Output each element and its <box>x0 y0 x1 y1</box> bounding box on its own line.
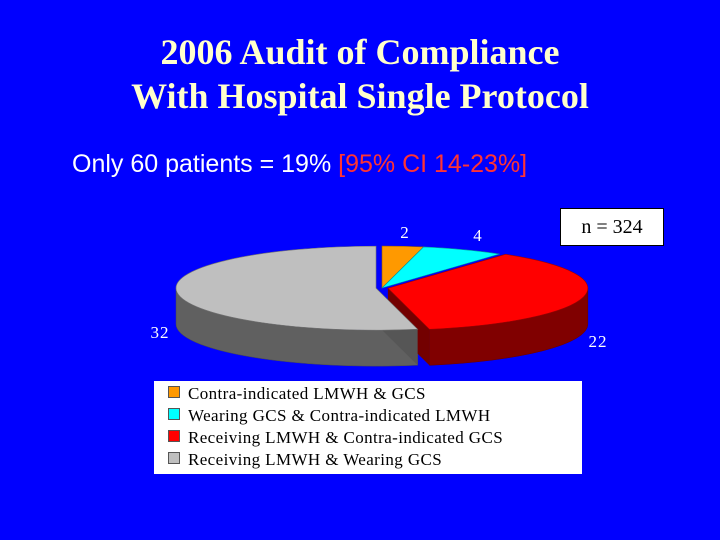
legend-item-receiving-lmwh-contra-gcs: Receiving LMWH & Contra-indicated GCS <box>168 429 503 447</box>
title-line-1: 2006 Audit of Compliance <box>160 32 560 72</box>
sample-size-box: n = 324 <box>560 208 664 246</box>
legend-item-wearing-gcs-contra-lmwh: Wearing GCS & Contra-indicated LMWH <box>168 407 491 425</box>
data-label-receiving-lmwh-wearing-gcs: 32 <box>151 323 170 342</box>
data-label-contra-lmwh-gcs: 2 <box>400 223 410 242</box>
subtitle: Only 60 patients = 19% [95% CI 14-23%] <box>72 148 712 180</box>
legend-item-receiving-lmwh-wearing-gcs: Receiving LMWH & Wearing GCS <box>168 451 442 469</box>
title-line-2: With Hospital Single Protocol <box>131 76 589 116</box>
slide-title: 2006 Audit of Compliance With Hospital S… <box>0 30 720 118</box>
pie-slice-wearing-gcs-contra-lmwh <box>381 246 500 289</box>
data-label-wearing-gcs-contra-lmwh: 4 <box>473 226 483 245</box>
subtitle-ci: [95% CI 14-23%] <box>338 150 528 178</box>
legend-swatch-receiving-lmwh-wearing-gcs <box>168 452 180 464</box>
legend-label-wearing-gcs-contra-lmwh: Wearing GCS & Contra-indicated LMWH <box>188 406 491 425</box>
legend-swatch-contra-lmwh-gcs <box>168 386 180 398</box>
legend-item-contra-lmwh-gcs: Contra-indicated LMWH & GCS <box>168 385 426 403</box>
legend-label-contra-lmwh-gcs: Contra-indicated LMWH & GCS <box>188 384 426 403</box>
legend-label-receiving-lmwh-contra-gcs: Receiving LMWH & Contra-indicated GCS <box>188 428 504 447</box>
legend-swatch-wearing-gcs-contra-lmwh <box>168 408 180 420</box>
pie-slice-receiving-lmwh-contra-gcs <box>387 253 589 330</box>
chart-legend: Contra-indicated LMWH & GCS Wearing GCS &… <box>154 381 582 474</box>
legend-swatch-receiving-lmwh-contra-gcs <box>168 430 180 442</box>
subtitle-main: Only 60 patients = 19% <box>72 150 339 178</box>
pie-slice-receiving-lmwh-wearing-gcs <box>175 245 419 331</box>
data-label-receiving-lmwh-contra-gcs: 22 <box>589 332 608 351</box>
legend-label-receiving-lmwh-wearing-gcs: Receiving LMWH & Wearing GCS <box>188 450 443 469</box>
